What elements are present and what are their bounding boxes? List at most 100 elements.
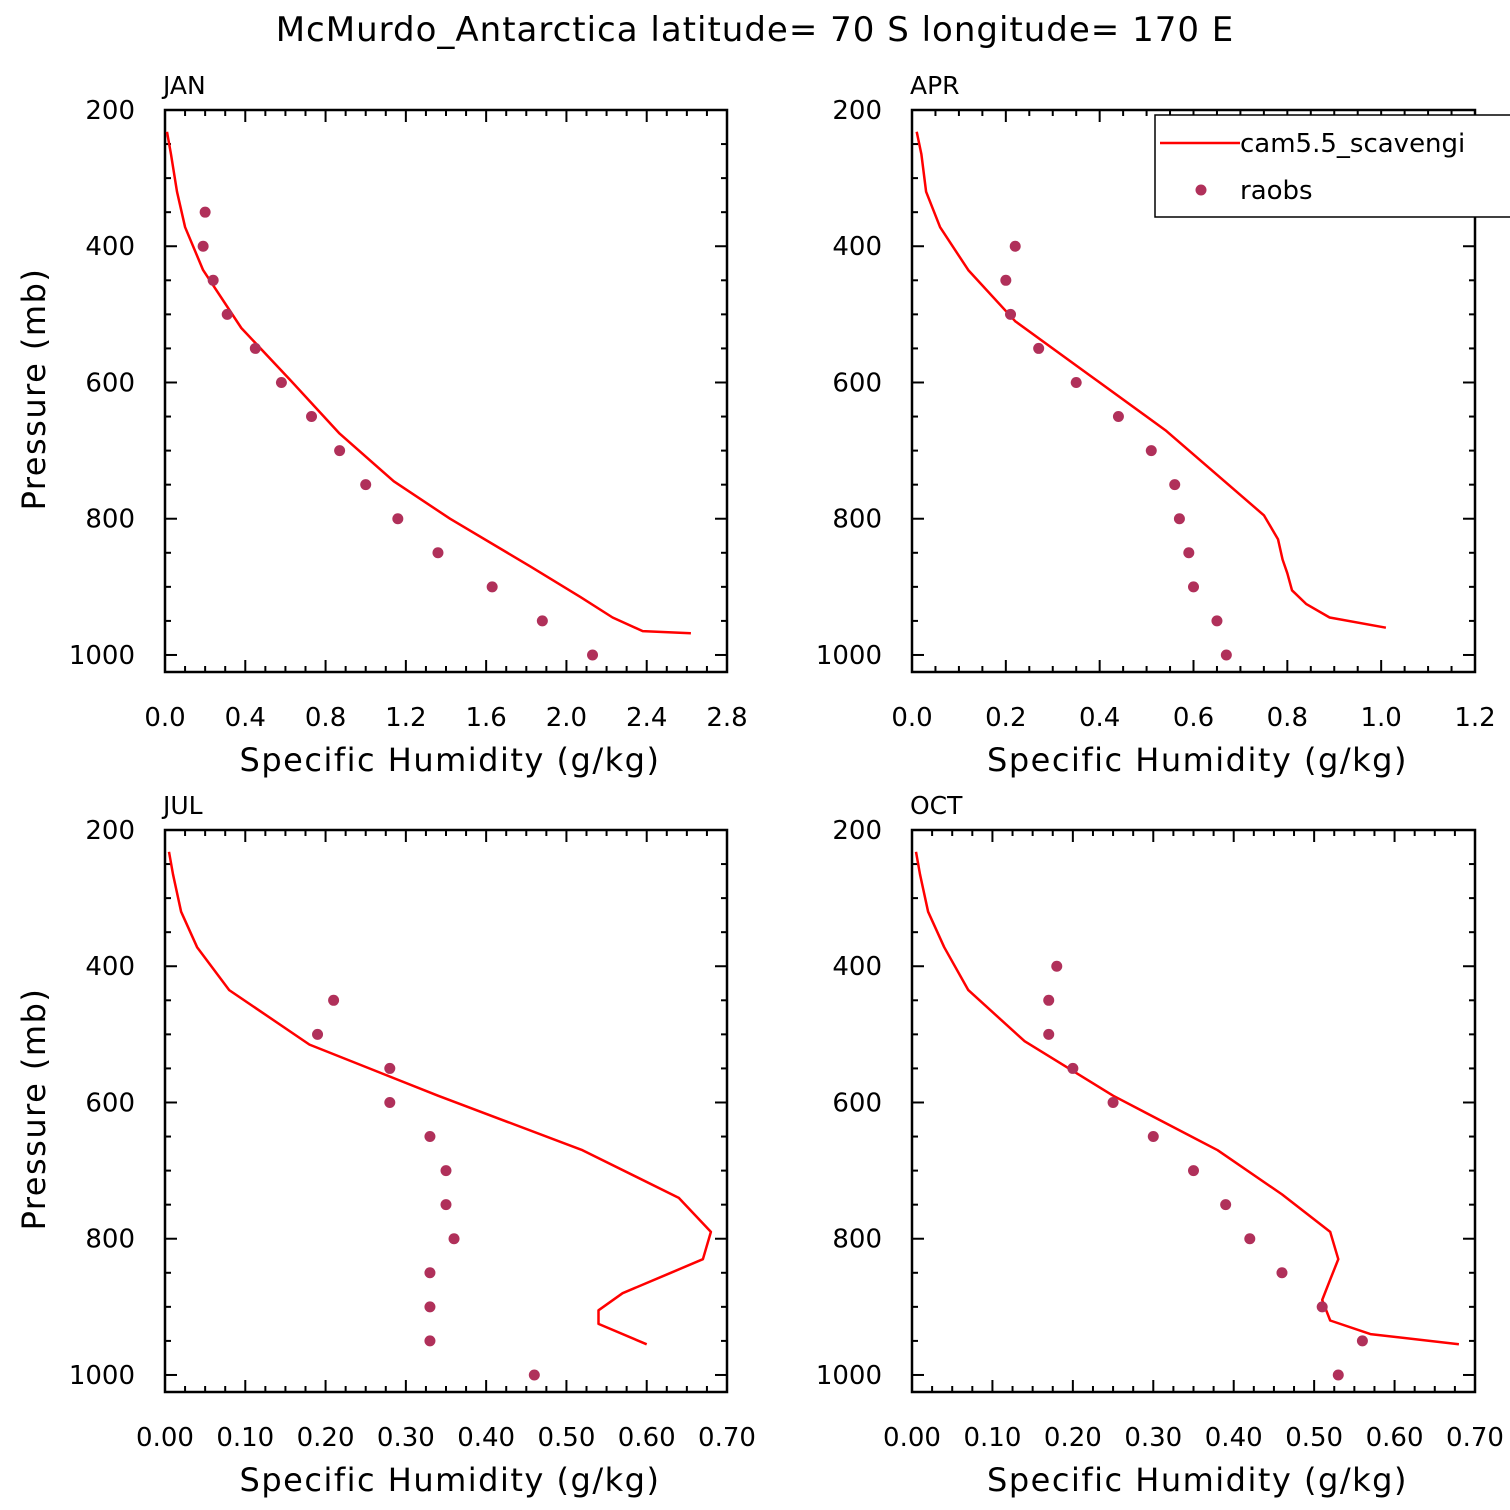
raobs-point bbox=[1173, 513, 1185, 525]
plot-frame bbox=[910, 828, 1477, 1394]
x-tick-label: 0.4 bbox=[225, 703, 266, 733]
legend-dot-swatch bbox=[1195, 184, 1207, 196]
y-tick-label: 600 bbox=[832, 368, 882, 398]
raobs-point bbox=[197, 240, 209, 252]
raobs-point bbox=[424, 1301, 436, 1313]
raobs-point bbox=[1169, 479, 1181, 491]
y-tick-label: 400 bbox=[832, 952, 882, 982]
raobs-point bbox=[424, 1131, 436, 1143]
raobs-point bbox=[486, 581, 498, 593]
raobs-point bbox=[528, 1369, 540, 1381]
raobs-point bbox=[1043, 994, 1055, 1006]
raobs-point bbox=[424, 1335, 436, 1347]
x-tick-label: 0.40 bbox=[1205, 1423, 1263, 1453]
raobs-point bbox=[328, 994, 340, 1006]
x-tick-label: 0.40 bbox=[457, 1423, 515, 1453]
raobs-point bbox=[536, 615, 548, 627]
x-tick-label: 0.6 bbox=[1173, 703, 1214, 733]
panel-oct: 0.00 0.10 0.20 0.30 0.40 0.50 0.60 0.70 200 400 60… bbox=[816, 791, 1504, 1499]
x-tick-label: 0.30 bbox=[1124, 1423, 1182, 1453]
raobs-point bbox=[1033, 342, 1045, 354]
raobs-point bbox=[1070, 376, 1082, 388]
panel-apr: 0.0 0.2 0.4 0.6 0.8 1.0 1.2 200 400 600 800 1000 APR… bbox=[816, 71, 1496, 779]
y-tick-label: 400 bbox=[832, 232, 882, 262]
x-tick-label: 0.70 bbox=[1446, 1423, 1504, 1453]
raobs-point bbox=[1188, 1165, 1199, 1177]
y-tick-label: 200 bbox=[85, 816, 135, 846]
x-tick-label: 1.0 bbox=[1360, 703, 1401, 733]
x-tick-label: 0.60 bbox=[618, 1423, 676, 1453]
x-tick-label: 0.00 bbox=[136, 1423, 194, 1453]
raobs-point bbox=[1356, 1335, 1368, 1347]
x-tick-label: 0.10 bbox=[216, 1423, 274, 1453]
y-tick-label: 1000 bbox=[816, 641, 882, 671]
x-tick-label: 0.20 bbox=[1044, 1423, 1102, 1453]
y-tick-label: 800 bbox=[832, 505, 882, 535]
y-tick-label: 400 bbox=[85, 232, 135, 262]
panel-label: JAN bbox=[161, 71, 206, 100]
y-tick-label: 800 bbox=[85, 1225, 135, 1255]
raobs-point bbox=[199, 206, 211, 218]
raobs-point bbox=[424, 1267, 436, 1279]
raobs-point bbox=[1188, 581, 1199, 593]
raobs-point bbox=[1220, 649, 1232, 661]
y-tick-label: 800 bbox=[85, 505, 135, 535]
raobs-point bbox=[1211, 615, 1223, 627]
x-tick-label: 0.8 bbox=[305, 703, 346, 733]
y-tick-label: 200 bbox=[832, 96, 882, 126]
raobs-point bbox=[1147, 1131, 1159, 1143]
raobs-point bbox=[1009, 240, 1021, 252]
panel-jul: 0.00 0.10 0.20 0.30 0.40 0.50 0.60 0.70 200 400 60… bbox=[15, 791, 756, 1499]
y-axis-label: Pressure (mb) bbox=[15, 268, 53, 511]
raobs-point bbox=[1332, 1369, 1344, 1381]
x-tick-label: 0.30 bbox=[377, 1423, 435, 1453]
raobs-point bbox=[1067, 1062, 1079, 1074]
y-tick-label: 600 bbox=[832, 1088, 882, 1118]
x-tick-label: 0.50 bbox=[537, 1423, 595, 1453]
x-tick-label: 1.2 bbox=[1454, 703, 1495, 733]
raobs-point bbox=[221, 308, 233, 320]
x-axis-label: Specific Humidity (g/kg) bbox=[987, 741, 1408, 779]
raobs-point bbox=[1145, 445, 1157, 457]
raobs-point bbox=[1220, 1199, 1232, 1211]
raobs-point bbox=[306, 411, 318, 423]
x-tick-label: 0.4 bbox=[1079, 703, 1120, 733]
figure-title: McMurdo_Antarctica latitude= 70 S longit… bbox=[275, 10, 1235, 50]
x-tick-label: 2.0 bbox=[546, 703, 587, 733]
y-tick-label: 800 bbox=[832, 1225, 882, 1255]
x-axis-label: Specific Humidity (g/kg) bbox=[240, 1461, 661, 1499]
x-tick-label: 0.20 bbox=[297, 1423, 355, 1453]
legend-box bbox=[1154, 114, 1510, 218]
panel-jan: 0.0 0.4 0.8 1.2 1.6 2.0 2.4 2.8 200 400 600 800 1000… bbox=[15, 71, 748, 779]
raobs-point bbox=[1043, 1028, 1055, 1040]
y-tick-label: 600 bbox=[85, 1088, 135, 1118]
y-tick-label: 1000 bbox=[69, 1361, 135, 1391]
y-tick-label: 200 bbox=[832, 816, 882, 846]
x-tick-label: 0.2 bbox=[985, 703, 1026, 733]
x-tick-label: 0.70 bbox=[698, 1423, 756, 1453]
plot-frame bbox=[163, 828, 729, 1394]
x-tick-label: 0.50 bbox=[1285, 1423, 1343, 1453]
x-tick-label: 0.60 bbox=[1366, 1423, 1424, 1453]
raobs-point bbox=[392, 513, 404, 525]
raobs-point bbox=[1112, 411, 1124, 423]
model-profile-line bbox=[165, 131, 691, 635]
raobs-point bbox=[1276, 1267, 1288, 1279]
y-tick-label: 200 bbox=[85, 96, 135, 126]
panel-label: OCT bbox=[910, 791, 963, 820]
x-tick-label: 1.6 bbox=[465, 703, 506, 733]
raobs-point bbox=[440, 1199, 452, 1211]
raobs-point bbox=[1000, 274, 1012, 286]
x-axis-label: Specific Humidity (g/kg) bbox=[987, 1461, 1408, 1499]
x-tick-label: 1.2 bbox=[385, 703, 426, 733]
panel-label: APR bbox=[910, 71, 960, 100]
x-tick-label: 0.0 bbox=[891, 703, 932, 733]
raobs-point bbox=[312, 1028, 324, 1040]
legend-model-label: cam5.5_scavengi bbox=[1240, 129, 1465, 159]
raobs-point bbox=[207, 274, 219, 286]
model-profile-line bbox=[914, 851, 1460, 1346]
raobs-point bbox=[432, 547, 444, 559]
raobs-point bbox=[1005, 308, 1017, 320]
